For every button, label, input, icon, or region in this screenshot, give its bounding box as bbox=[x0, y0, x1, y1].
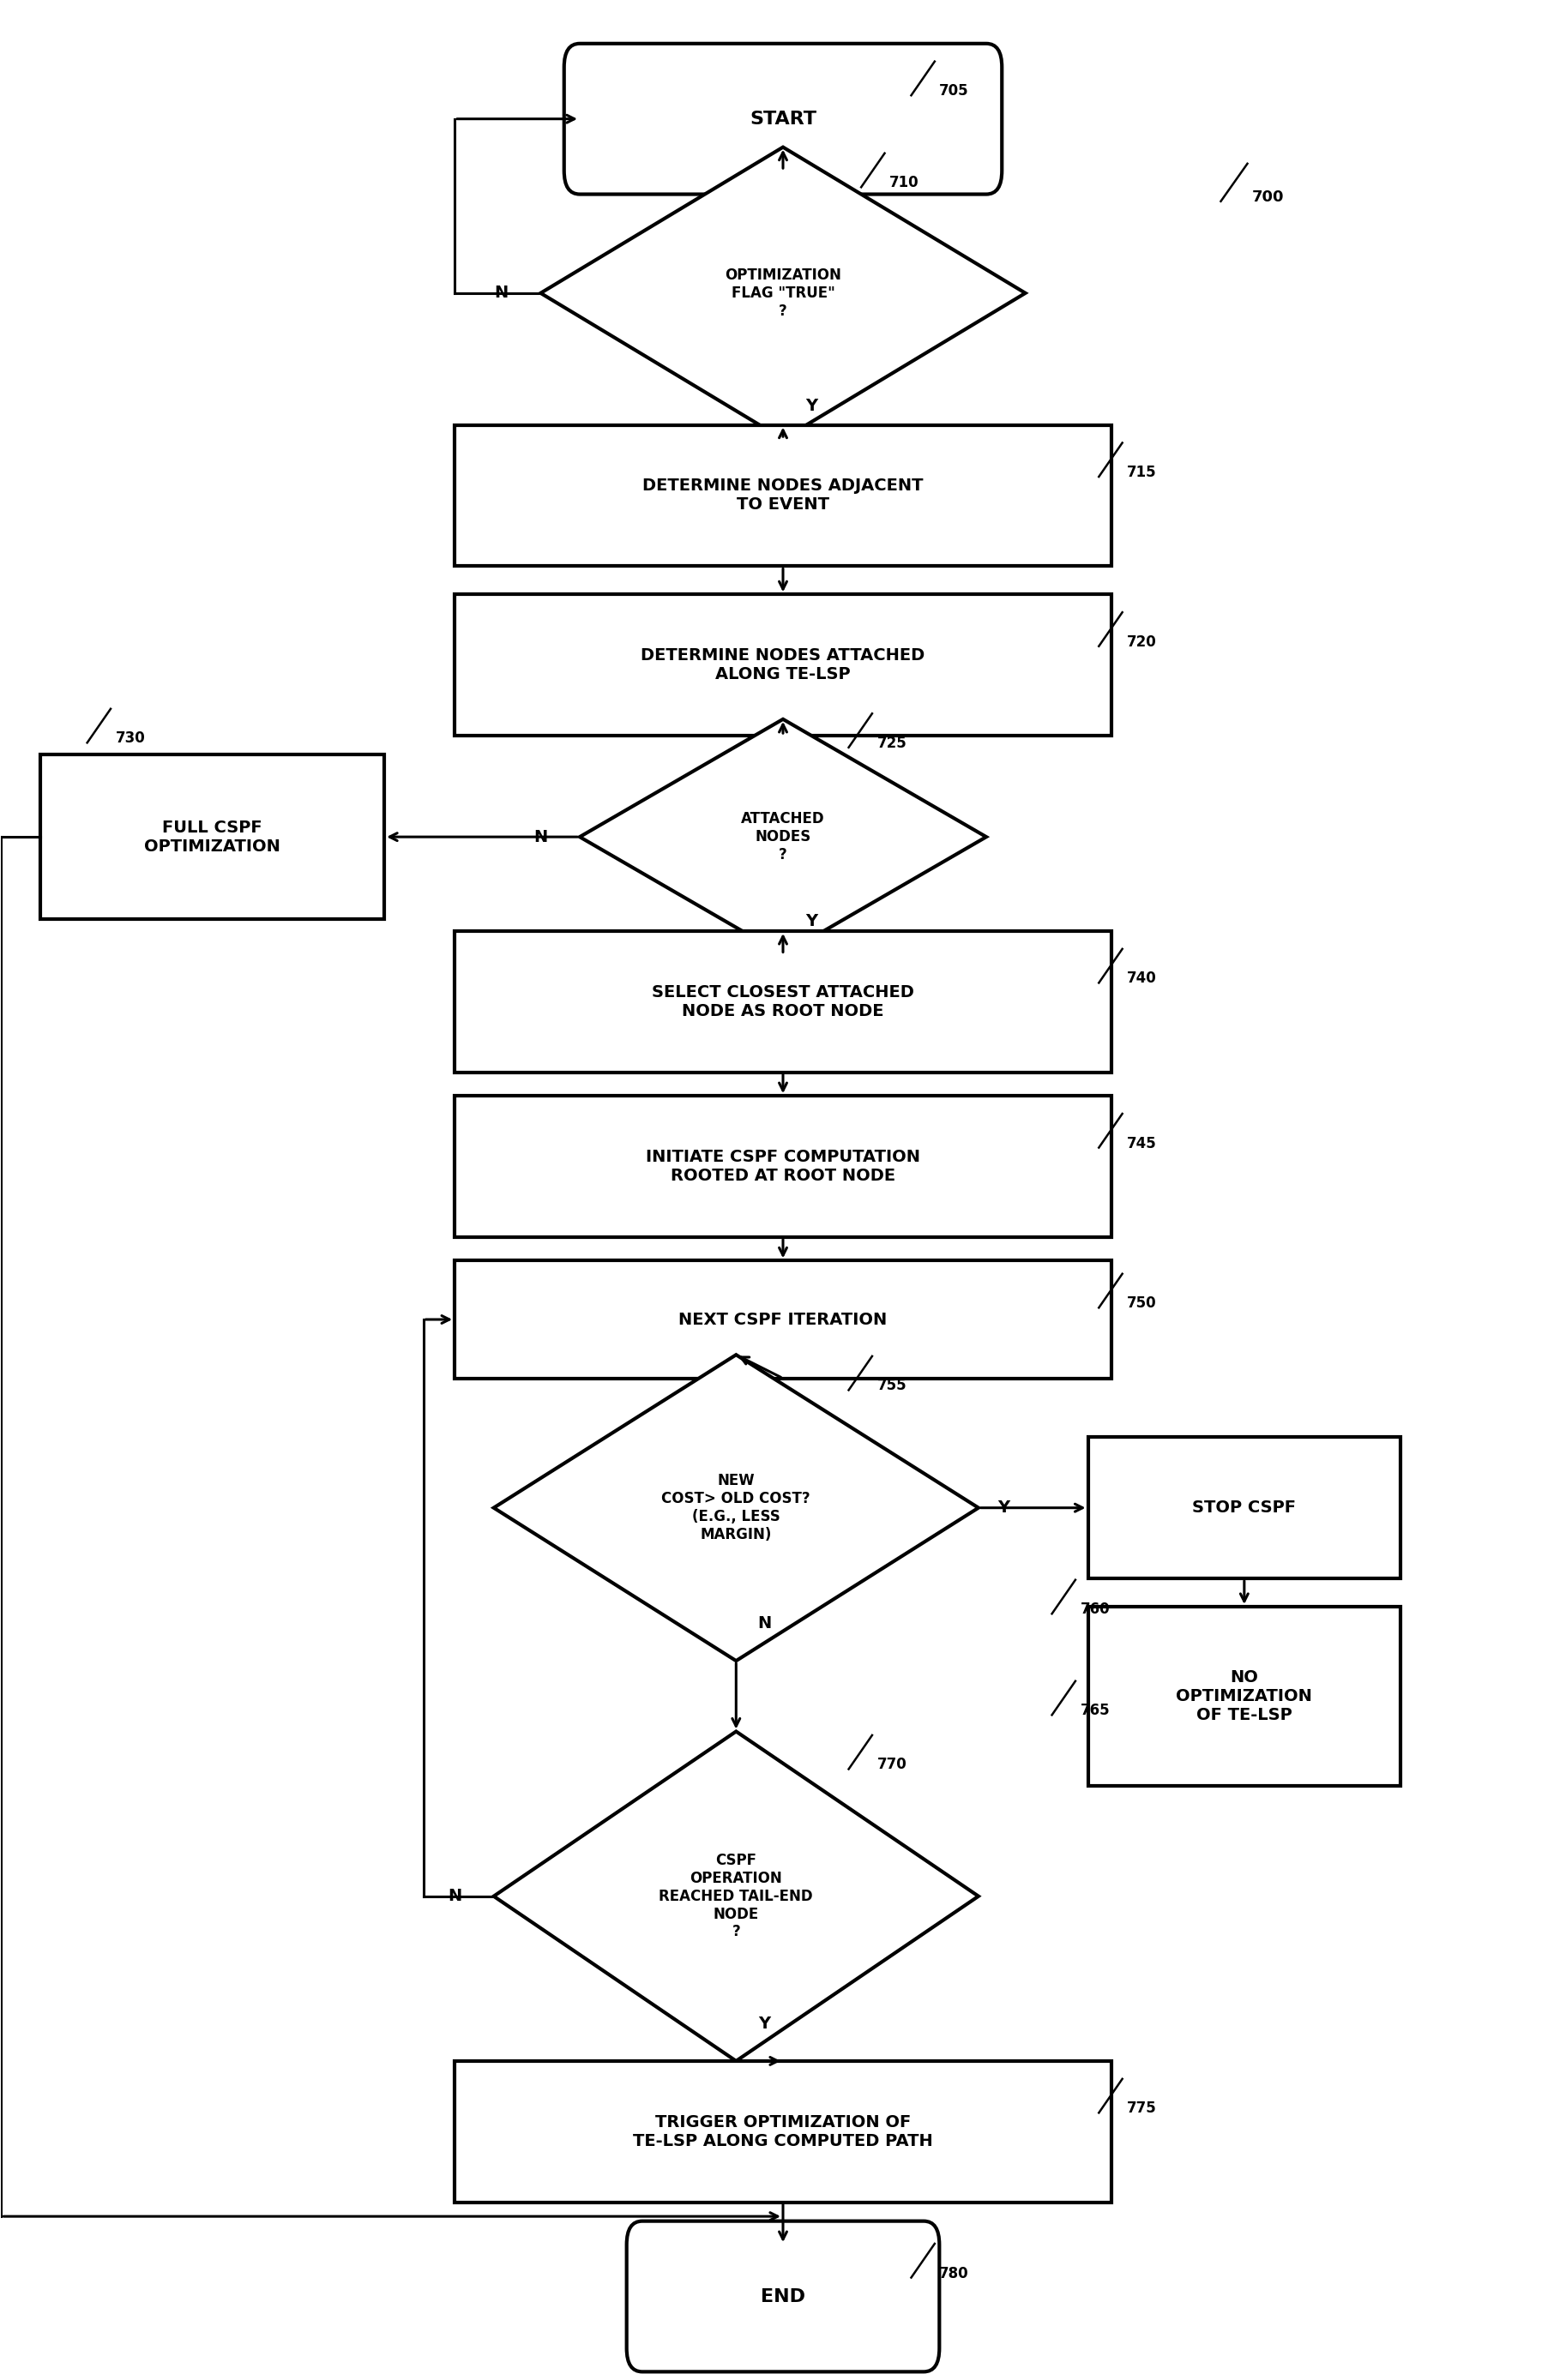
Text: 740: 740 bbox=[1128, 971, 1157, 985]
FancyBboxPatch shape bbox=[454, 426, 1112, 566]
FancyBboxPatch shape bbox=[454, 1261, 1112, 1378]
FancyBboxPatch shape bbox=[454, 2061, 1112, 2202]
FancyBboxPatch shape bbox=[41, 754, 384, 919]
Text: N: N bbox=[758, 1616, 770, 1630]
Text: 700: 700 bbox=[1253, 190, 1284, 205]
Text: 730: 730 bbox=[116, 731, 146, 747]
Polygon shape bbox=[579, 719, 987, 954]
Text: TRIGGER OPTIMIZATION OF
TE-LSP ALONG COMPUTED PATH: TRIGGER OPTIMIZATION OF TE-LSP ALONG COM… bbox=[633, 2113, 933, 2149]
Text: FULL CSPF
OPTIMIZATION: FULL CSPF OPTIMIZATION bbox=[144, 819, 280, 854]
FancyBboxPatch shape bbox=[626, 2221, 940, 2373]
Text: 745: 745 bbox=[1128, 1135, 1157, 1152]
Text: 780: 780 bbox=[940, 2266, 969, 2280]
Text: ATTACHED
NODES
?: ATTACHED NODES ? bbox=[741, 812, 825, 862]
Text: DETERMINE NODES ATTACHED
ALONG TE-LSP: DETERMINE NODES ATTACHED ALONG TE-LSP bbox=[640, 647, 926, 683]
Text: 715: 715 bbox=[1128, 464, 1157, 481]
Text: 755: 755 bbox=[877, 1378, 907, 1395]
Polygon shape bbox=[493, 1354, 979, 1661]
FancyBboxPatch shape bbox=[454, 1095, 1112, 1238]
Text: STOP CSPF: STOP CSPF bbox=[1192, 1499, 1297, 1516]
Text: 770: 770 bbox=[877, 1756, 907, 1773]
FancyBboxPatch shape bbox=[1088, 1607, 1400, 1785]
Text: NEXT CSPF ITERATION: NEXT CSPF ITERATION bbox=[678, 1311, 888, 1328]
Text: 750: 750 bbox=[1128, 1295, 1157, 1311]
Text: N: N bbox=[448, 1887, 462, 1904]
FancyBboxPatch shape bbox=[454, 931, 1112, 1073]
Text: N: N bbox=[534, 828, 548, 845]
Text: Y: Y bbox=[998, 1499, 1010, 1516]
Text: OPTIMIZATION
FLAG "TRUE"
?: OPTIMIZATION FLAG "TRUE" ? bbox=[725, 267, 841, 319]
Text: Y: Y bbox=[805, 397, 817, 414]
FancyBboxPatch shape bbox=[564, 43, 1002, 195]
FancyBboxPatch shape bbox=[1088, 1438, 1400, 1578]
Text: 775: 775 bbox=[1128, 2102, 1157, 2116]
Text: CSPF
OPERATION
REACHED TAIL-END
NODE
?: CSPF OPERATION REACHED TAIL-END NODE ? bbox=[659, 1854, 813, 1940]
Text: DETERMINE NODES ADJACENT
TO EVENT: DETERMINE NODES ADJACENT TO EVENT bbox=[642, 478, 924, 514]
Text: START: START bbox=[750, 109, 816, 129]
Text: INITIATE CSPF COMPUTATION
ROOTED AT ROOT NODE: INITIATE CSPF COMPUTATION ROOTED AT ROOT… bbox=[645, 1150, 921, 1183]
Text: SELECT CLOSEST ATTACHED
NODE AS ROOT NODE: SELECT CLOSEST ATTACHED NODE AS ROOT NOD… bbox=[651, 983, 915, 1019]
Polygon shape bbox=[493, 1730, 979, 2061]
Polygon shape bbox=[540, 148, 1026, 438]
Text: N: N bbox=[495, 286, 509, 302]
Text: END: END bbox=[761, 2287, 805, 2304]
Text: 705: 705 bbox=[940, 83, 969, 100]
Text: 725: 725 bbox=[877, 735, 907, 750]
Text: 720: 720 bbox=[1128, 633, 1157, 650]
Text: NEW
COST> OLD COST?
(E.G., LESS
MARGIN): NEW COST> OLD COST? (E.G., LESS MARGIN) bbox=[662, 1473, 811, 1542]
Text: NO
OPTIMIZATION
OF TE-LSP: NO OPTIMIZATION OF TE-LSP bbox=[1176, 1668, 1312, 1723]
FancyBboxPatch shape bbox=[454, 595, 1112, 735]
Text: 765: 765 bbox=[1081, 1704, 1110, 1718]
Text: Y: Y bbox=[805, 914, 817, 931]
Text: 760: 760 bbox=[1081, 1602, 1110, 1616]
Text: Y: Y bbox=[758, 2016, 770, 2033]
Text: 710: 710 bbox=[889, 176, 919, 190]
